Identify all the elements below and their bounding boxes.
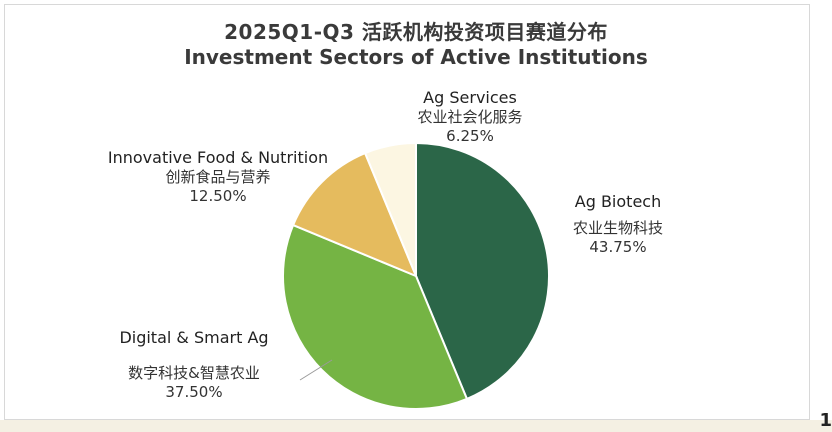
- slice-percentage: 6.25%: [446, 127, 494, 145]
- slice-label-innovative-food: Innovative Food & Nutrition 创新食品与营养 12.5…: [88, 148, 348, 206]
- slice-label-digital-smart-ag: Digital & Smart Ag 数字科技&智慧农业 37.50%: [104, 328, 284, 402]
- pie-slice-ag-services: [363, 141, 417, 277]
- pie-slice-digital-smart-ag: [282, 223, 469, 410]
- slice-label-ag-services: Ag Services 农业社会化服务 6.25%: [395, 88, 545, 146]
- chart-title: 2025Q1-Q3 活跃机构投资项目赛道分布: [224, 20, 608, 44]
- leader-line: [299, 359, 333, 381]
- slice-percentage: 12.50%: [189, 187, 247, 205]
- slice-label-cn: 农业生物科技: [572, 219, 663, 237]
- slice-label-en: Ag Services: [423, 88, 517, 107]
- slice-label-ag-biotech: Ag Biotech 农业生物科技 43.75%: [548, 192, 688, 257]
- chart-subtitle: Investment Sectors of Active Institution…: [184, 45, 648, 69]
- page-number: 1: [819, 410, 832, 431]
- slice-label-cn: 创新食品与营养: [165, 168, 271, 186]
- slice-percentage: 37.50%: [165, 383, 223, 401]
- slice-label-en: Ag Biotech: [574, 192, 662, 211]
- bottom-strip: [0, 420, 832, 432]
- slice-label-cn: 农业社会化服务: [417, 108, 523, 126]
- pie-slice-ag-biotech: [415, 141, 550, 401]
- pie-slice-innovative-food: [291, 151, 418, 278]
- slice-label-cn: 数字科技&智慧农业: [128, 364, 260, 382]
- slice-label-en: Innovative Food & Nutrition: [107, 148, 329, 167]
- slice-percentage: 43.75%: [589, 238, 647, 256]
- slice-label-en: Digital & Smart Ag: [119, 328, 269, 347]
